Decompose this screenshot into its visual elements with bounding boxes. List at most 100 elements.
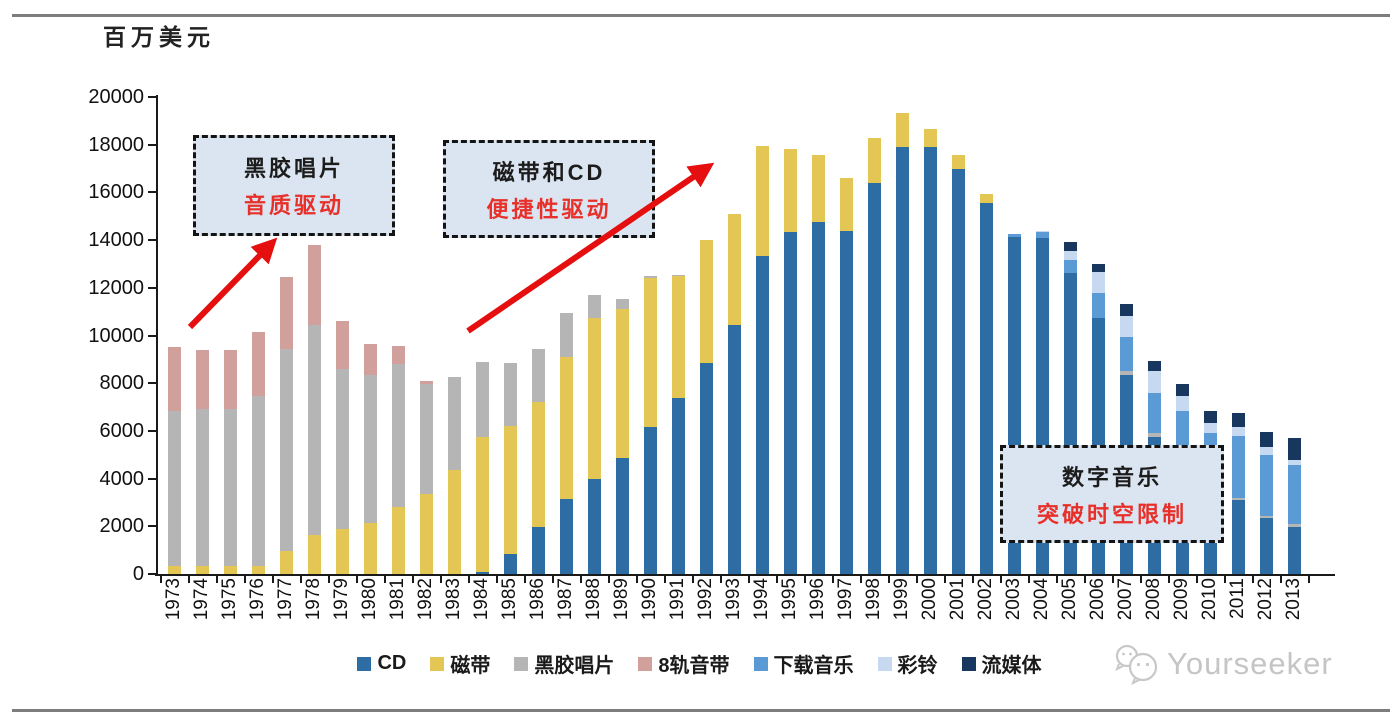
bar-segment-黑胶唱片-1980 [363, 374, 377, 523]
x-axis-year-label: 1993 [723, 578, 744, 621]
x-axis-tick [1028, 576, 1030, 583]
x-axis-year-label: 1974 [191, 578, 212, 621]
x-axis-year-label: 1995 [779, 578, 800, 621]
x-axis-tick [944, 576, 946, 583]
legend-item-流媒体: 流媒体 [961, 649, 1042, 678]
x-axis-year-label: 2001 [947, 578, 968, 621]
bar-segment-磁带-1994 [755, 145, 769, 256]
x-axis-year-label: 1996 [807, 578, 828, 621]
top-divider-line [12, 14, 1390, 17]
bar-segment-CD-1991 [671, 397, 685, 574]
bar-segment-磁带-1995 [783, 149, 797, 232]
legend-swatch-黑胶唱片 [514, 656, 529, 671]
callout-vinyl-era: 黑胶唱片 音质驱动 [193, 135, 395, 236]
trend-arrow-left [187, 237, 278, 330]
x-axis-year-label: 1975 [219, 578, 240, 621]
bar-segment-CD-1997 [839, 230, 853, 574]
x-axis-tick [160, 576, 162, 583]
bar-segment-下载音乐-2004 [1035, 231, 1049, 238]
bar-segment-彩铃-2004 [1035, 230, 1049, 232]
x-axis-tick [608, 576, 610, 583]
bar-segment-磁带-1985 [503, 426, 517, 554]
legend-label-下载音乐: 下载音乐 [773, 655, 854, 677]
bar-segment-流媒体-2009 [1175, 383, 1189, 396]
legend-item-黑胶唱片: 黑胶唱片 [514, 649, 614, 678]
bar-segment-彩铃-2009 [1175, 395, 1189, 411]
x-axis-year-label: 1980 [359, 578, 380, 621]
y-axis-tick-label: 20000 [88, 86, 144, 108]
bar-segment-磁带-1990 [643, 278, 657, 428]
x-axis-tick [244, 576, 246, 583]
legend-item-磁带: 磁带 [430, 649, 490, 678]
bar-segment-CD-1989 [615, 458, 629, 574]
legend-swatch-彩铃 [877, 656, 892, 671]
legend-item-8轨音带: 8轨音带 [638, 649, 730, 678]
x-axis-tick [1280, 576, 1282, 583]
bar-segment-8轨音带-1982 [419, 380, 433, 385]
bar-segment-彩铃-2010 [1203, 422, 1217, 434]
bar-segment-CD-2013 [1287, 526, 1301, 574]
legend-swatch-下载音乐 [753, 656, 768, 671]
x-axis-tick [1168, 576, 1170, 583]
legend-item-CD: CD [357, 652, 406, 675]
x-axis-year-label: 2008 [1143, 578, 1164, 621]
bar-segment-CD-2012 [1259, 517, 1273, 574]
bar-segment-CD-1986 [531, 527, 545, 574]
x-axis-year-label: 2011 [1227, 578, 1248, 619]
x-axis-tick [552, 576, 554, 583]
y-axis-tick-label: 10000 [88, 324, 144, 347]
x-axis-year-label: 1994 [751, 578, 772, 621]
bar-segment-彩铃-2011 [1231, 426, 1245, 436]
bar-segment-CD-1993 [727, 324, 741, 574]
bar-segment-黑胶唱片-1986 [531, 348, 545, 403]
bar-segment-磁带-1988 [587, 317, 601, 479]
x-axis-tick [1224, 576, 1226, 583]
x-axis-year-label: 1977 [275, 578, 296, 621]
bar-segment-下载音乐-2012 [1259, 454, 1273, 516]
callout-vinyl-subtitle: 音质驱动 [243, 193, 344, 218]
bar-segment-下载音乐-2011 [1231, 435, 1245, 498]
bar-segment-黑胶唱片-1989 [615, 298, 629, 310]
bar-segment-CD-1995 [783, 231, 797, 574]
bar-segment-8轨音带-1977 [279, 277, 293, 349]
watermark: Yourseeker [1113, 643, 1333, 685]
x-axis-tick [888, 576, 890, 583]
x-axis-line [155, 574, 1335, 576]
bar-segment-下载音乐-2005 [1063, 260, 1077, 274]
y-axis-tick [148, 286, 156, 289]
x-axis-tick [776, 576, 778, 583]
x-axis-year-label: 1990 [639, 578, 660, 621]
x-axis-year-label: 1984 [471, 578, 492, 621]
bar-segment-磁带-1993 [727, 213, 741, 325]
bar-segment-CD-1992 [699, 362, 713, 574]
x-axis-tick [748, 576, 750, 583]
bar-segment-黑胶唱片-2007 [1119, 371, 1133, 375]
x-axis-year-label: 1982 [415, 578, 436, 621]
y-axis-tick-label: 0 [132, 563, 144, 585]
bar-segment-彩铃-2006 [1091, 272, 1105, 293]
bar-segment-磁带-1996 [811, 155, 825, 223]
x-axis-tick [916, 576, 918, 583]
x-axis-tick [468, 576, 470, 583]
bar-segment-彩铃-2007 [1119, 316, 1133, 337]
bar-segment-CD-2002 [979, 203, 993, 574]
bar-segment-磁带-1977 [279, 551, 293, 574]
x-axis-year-label: 2010 [1199, 578, 1220, 621]
y-axis-tick [148, 525, 156, 528]
y-axis-tick-label: 8000 [99, 372, 145, 395]
y-axis-tick-label: 16000 [88, 181, 144, 204]
y-axis-tick-label: 18000 [88, 133, 144, 156]
y-axis-tick [148, 573, 156, 575]
bar-segment-CD-2011 [1231, 500, 1245, 574]
x-axis-tick [580, 576, 582, 583]
bar-segment-黑胶唱片-1981 [391, 364, 405, 508]
bar-segment-8轨音带-1973 [167, 347, 181, 411]
y-axis-tick-label: 2000 [99, 515, 145, 538]
x-axis-year-label: 1985 [499, 578, 520, 621]
x-axis-tick [1056, 576, 1058, 583]
bar-segment-彩铃-2008 [1147, 371, 1161, 393]
bar-segment-黑胶唱片-2012 [1259, 515, 1273, 518]
bar-segment-CD-1994 [755, 255, 769, 574]
legend-item-彩铃: 彩铃 [877, 649, 938, 678]
